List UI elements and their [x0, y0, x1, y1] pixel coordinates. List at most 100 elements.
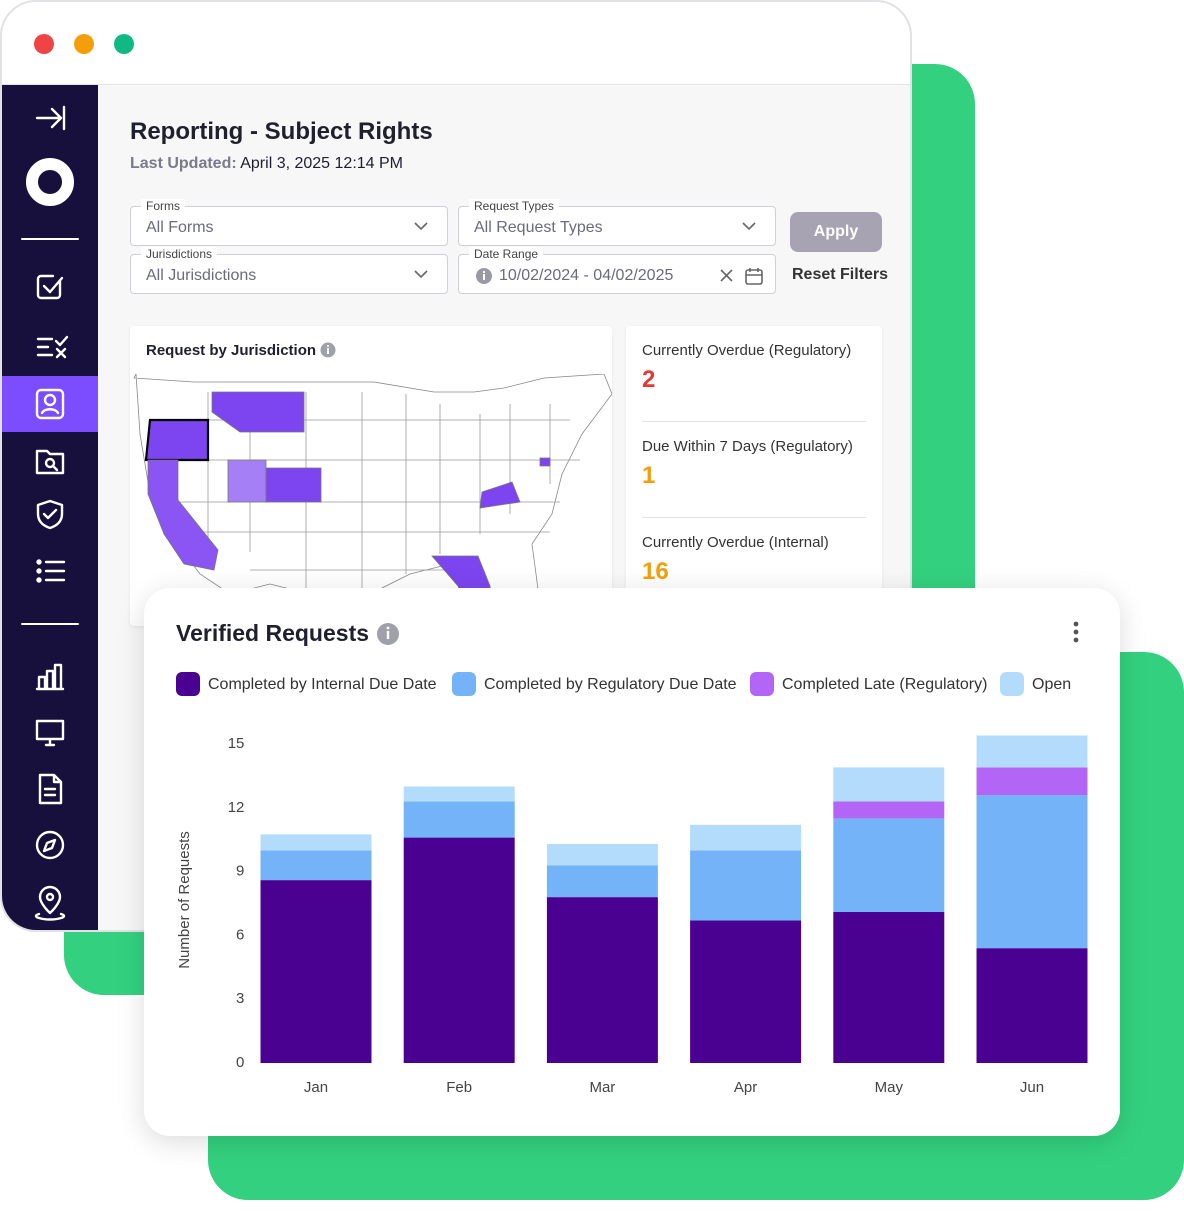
apply-button[interactable]: Apply [790, 212, 882, 252]
info-icon [476, 268, 492, 284]
y-tick-label: 3 [236, 990, 244, 1007]
date-range-field[interactable]: Date Range 10/02/2024 - 04/02/2025 [458, 247, 776, 294]
minimize-dot[interactable] [74, 34, 94, 54]
forms-select[interactable]: Forms All Forms [130, 199, 448, 246]
nav-security[interactable] [36, 499, 64, 530]
x-tick-label: Jan [304, 1079, 328, 1096]
chart-card: Verified Requests Number of Requests Com… [144, 588, 1120, 1136]
x-tick-label: Mar [589, 1079, 615, 1096]
maximize-dot[interactable] [114, 34, 134, 54]
legend-label: Completed Late (Regulatory) [782, 676, 987, 693]
nav-monitor[interactable] [35, 719, 65, 747]
bar-segment [260, 834, 372, 851]
x-tick-label: Jun [1020, 1079, 1044, 1096]
field-value: All Jurisdictions [146, 267, 257, 284]
legend-label: Completed by Internal Due Date [208, 676, 437, 693]
y-axis-label: Number of Requests [176, 831, 193, 969]
stats-card: Currently Overdue (Regulatory) 2 Due Wit… [626, 326, 882, 626]
stat-label: Due Within 7 Days (Regulatory) [642, 438, 853, 455]
map-card: Request by Jurisdiction [130, 326, 612, 626]
chevron [414, 222, 428, 231]
page-title: Reporting - Subject Rights [130, 118, 433, 145]
app-window: Reporting - Subject Rights Last Updated:… [0, 0, 912, 932]
nav-list[interactable] [44, 560, 66, 582]
x-tick-label: May [875, 1079, 904, 1096]
bar-segment [403, 801, 515, 838]
divider [642, 517, 866, 518]
chart: Verified Requests Number of Requests Com… [176, 620, 1088, 1096]
bar-segment [546, 843, 658, 866]
bar-segment [690, 850, 802, 921]
more-menu[interactable] [1073, 621, 1079, 643]
stat-value: 16 [642, 558, 669, 585]
title-bar [2, 2, 910, 85]
stat-value: 1 [642, 462, 656, 489]
last-updated: Last Updated: April 3, 2025 12:14 PM [130, 155, 403, 173]
collapse-icon[interactable] [35, 105, 66, 131]
field-actions[interactable] [717, 266, 765, 286]
chevron [742, 222, 756, 231]
bar-segment [976, 735, 1088, 768]
bar-segment [690, 920, 802, 1063]
logo [26, 158, 74, 206]
jurisdictions-select[interactable]: Jurisdictions All Jurisdictions [130, 247, 448, 294]
field-value: 10/02/2024 - 04/02/2025 [499, 267, 674, 284]
legend-swatch [1000, 672, 1024, 696]
bar-segment [546, 865, 658, 898]
bar-segment [403, 837, 515, 1063]
field-value: All Forms [146, 219, 214, 236]
y-tick-label: 6 [236, 926, 244, 943]
field-label: Jurisdictions [141, 247, 218, 261]
legend-label: Open [1032, 676, 1071, 693]
bar-segment [546, 897, 658, 1063]
bar-segment [833, 818, 945, 913]
chart-title: Verified Requests [176, 620, 369, 646]
legend-swatch [750, 672, 774, 696]
request-types-select[interactable]: Request Types All Request Types [458, 199, 776, 246]
x-tick-label: Apr [734, 1079, 757, 1096]
bar-segment [260, 880, 372, 1063]
y-tick-label: 12 [228, 799, 245, 816]
legend-label: Completed by Regulatory Due Date [484, 676, 737, 693]
close-dot[interactable] [34, 34, 54, 54]
sidebar-icons [2, 105, 98, 921]
nav-documents[interactable] [38, 773, 63, 805]
bar-segment [403, 786, 515, 802]
chevron [414, 270, 428, 279]
bar-segment [976, 795, 1088, 949]
legend-swatch [452, 672, 476, 696]
stat-label: Currently Overdue (Internal) [642, 534, 829, 551]
y-tick-label: 0 [236, 1054, 244, 1071]
nav-explore[interactable] [35, 830, 65, 860]
map-title: Request by Jurisdiction [146, 342, 317, 359]
nav-location[interactable] [34, 885, 66, 921]
updated-label: Last Updated: [130, 155, 237, 172]
stat-value: 2 [642, 366, 656, 393]
reset-filters[interactable]: Reset Filters [792, 266, 889, 283]
info-icon [377, 623, 399, 645]
bar-segment [833, 912, 945, 1063]
field-label: Date Range [469, 247, 544, 261]
sidebar [2, 85, 98, 930]
divider [642, 421, 866, 422]
nav-checklist[interactable] [36, 335, 69, 359]
bar-segment [690, 824, 802, 851]
bar-segment [260, 850, 372, 881]
bar-segment [833, 767, 945, 802]
us-map [130, 374, 612, 626]
y-tick-label: 15 [228, 735, 245, 752]
field-value: All Request Types [474, 219, 603, 236]
bar-segment [833, 801, 945, 819]
nav-reports[interactable] [35, 663, 65, 691]
legend-swatch [176, 672, 200, 696]
x-tick-label: Feb [446, 1079, 472, 1096]
bar-segment [976, 948, 1088, 1063]
field-label: Request Types [469, 199, 559, 213]
stat-label: Currently Overdue (Regulatory) [642, 342, 852, 359]
info-icon [320, 342, 336, 358]
nav-tasks[interactable] [36, 274, 64, 300]
nav-subject-rights[interactable] [35, 388, 65, 420]
nav-discovery[interactable] [35, 449, 65, 475]
updated-value: April 3, 2025 12:14 PM [240, 155, 403, 172]
